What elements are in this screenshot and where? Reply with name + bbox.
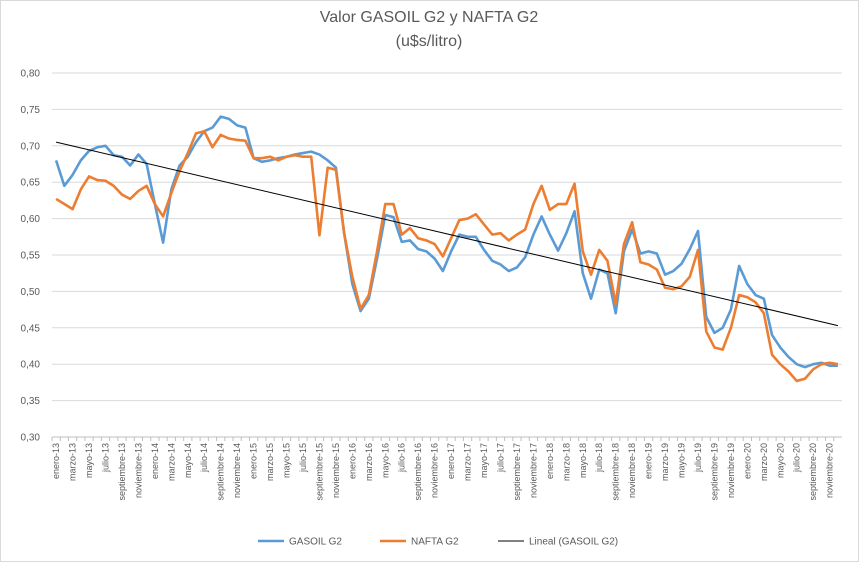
y-tick-label: 0,60 xyxy=(21,214,41,225)
x-tick-label: noviembre-18 xyxy=(627,443,637,498)
x-tick-label: marzo-14 xyxy=(166,443,176,481)
y-tick-label: 0,35 xyxy=(21,396,41,407)
y-tick-label: 0,50 xyxy=(21,287,41,298)
x-tick-label: julio-20 xyxy=(792,443,802,473)
x-tick-label: marzo-15 xyxy=(265,443,275,481)
x-tick-label: julio-13 xyxy=(100,443,110,473)
x-tick-label: enero-16 xyxy=(347,443,357,479)
y-tick-label: 0,70 xyxy=(21,141,41,152)
x-tick-label: mayo-15 xyxy=(282,443,292,478)
x-tick-label: septiembre-15 xyxy=(314,443,324,501)
x-tick-label: mayo-18 xyxy=(578,443,588,478)
x-tick-label: marzo-19 xyxy=(660,443,670,481)
x-tick-label: julio-16 xyxy=(397,443,407,473)
x-tick-label: enero-14 xyxy=(150,443,160,479)
x-tick-label: noviembre-20 xyxy=(825,443,835,498)
x-tick-label: mayo-13 xyxy=(84,443,94,478)
x-tick-label: julio-15 xyxy=(298,443,308,473)
x-tick-label: mayo-14 xyxy=(183,443,193,478)
y-tick-label: 0,65 xyxy=(21,178,41,189)
x-tick-label: septiembre-14 xyxy=(216,443,226,501)
x-tick-label: marzo-20 xyxy=(759,443,769,481)
x-tick-label: enero-19 xyxy=(644,443,654,479)
x-tick-label: marzo-17 xyxy=(463,443,473,481)
x-tick-label: marzo-13 xyxy=(68,443,78,481)
x-tick-label: noviembre-14 xyxy=(232,443,242,498)
x-tick-label: marzo-18 xyxy=(561,443,571,481)
x-tick-label: septiembre-18 xyxy=(611,443,621,501)
x-tick-label: septiembre-13 xyxy=(117,443,127,501)
x-tick-label: enero-15 xyxy=(249,443,259,479)
x-tick-label: julio-14 xyxy=(199,443,209,473)
x-tick-label: mayo-20 xyxy=(775,443,785,478)
x-tick-label: noviembre-17 xyxy=(528,443,538,498)
x-tick-label: julio-19 xyxy=(693,443,703,473)
y-tick-label: 0,40 xyxy=(21,360,41,371)
legend-label: NAFTA G2 xyxy=(411,537,459,548)
x-tick-label: enero-20 xyxy=(742,443,752,479)
x-tick-label: mayo-16 xyxy=(380,443,390,478)
y-tick-label: 0,75 xyxy=(21,105,41,116)
chart-subtitle: (u$s/litro) xyxy=(396,33,463,50)
y-tick-label: 0,30 xyxy=(21,433,41,444)
x-tick-label: noviembre-16 xyxy=(430,443,440,498)
x-tick-label: enero-17 xyxy=(446,443,456,479)
line-series xyxy=(55,129,839,383)
x-tick-label: septiembre-17 xyxy=(512,443,522,501)
x-tick-label: septiembre-16 xyxy=(413,443,423,501)
x-tick-label: enero-18 xyxy=(545,443,555,479)
x-tick-label: julio-18 xyxy=(594,443,604,473)
y-tick-label: 0,80 xyxy=(21,69,41,80)
x-tick-label: mayo-19 xyxy=(677,443,687,478)
x-tick-label: enero-13 xyxy=(51,443,61,479)
x-tick-label: noviembre-19 xyxy=(726,443,736,498)
trendline xyxy=(56,141,838,327)
x-tick-label: noviembre-15 xyxy=(331,443,341,498)
x-tick-label: septiembre-20 xyxy=(808,443,818,501)
x-tick-label: julio-17 xyxy=(495,443,505,473)
legend-label: GASOIL G2 xyxy=(289,537,342,548)
x-tick-label: septiembre-19 xyxy=(709,443,719,501)
y-tick-label: 0,45 xyxy=(21,323,41,334)
x-tick-label: marzo-16 xyxy=(364,443,374,481)
chart-title: Valor GASOIL G2 y NAFTA G2 xyxy=(320,9,539,26)
x-tick-label: mayo-17 xyxy=(479,443,489,478)
y-tick-label: 0,55 xyxy=(21,251,41,262)
legend-label: Lineal (GASOIL G2) xyxy=(529,537,618,548)
x-tick-label: noviembre-13 xyxy=(133,443,143,498)
